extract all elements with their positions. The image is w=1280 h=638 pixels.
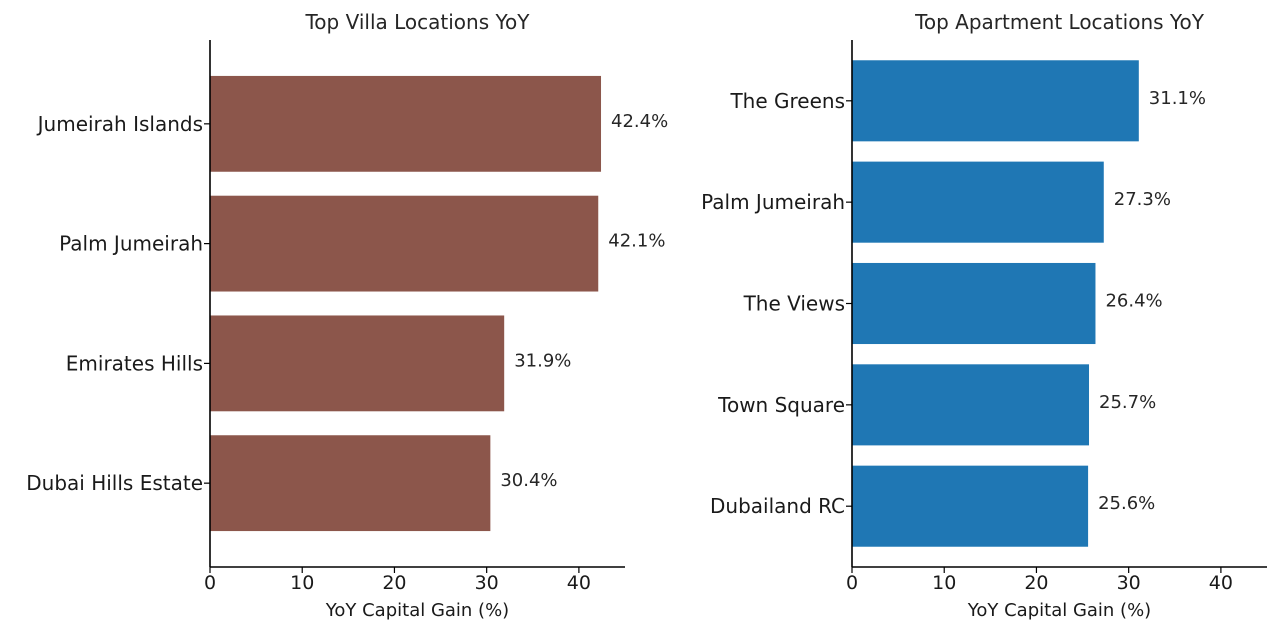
villa-chart-title: Top Villa Locations YoY — [304, 10, 530, 34]
villa-bar — [210, 435, 491, 532]
apartment-x-tick-label: 0 — [846, 572, 858, 594]
apartment-x-axis-label: YoY Capital Gain (%) — [967, 600, 1151, 621]
apartment-bar — [852, 60, 1139, 142]
villa-data-label: 30.4% — [500, 470, 557, 491]
apartment-data-label: 31.1% — [1149, 88, 1206, 109]
apartment-data-label: 25.7% — [1099, 392, 1156, 413]
villa-data-label: 42.1% — [608, 231, 665, 252]
apartment-x-tick-label: 40 — [1209, 572, 1233, 594]
apartment-bar — [852, 364, 1090, 446]
villa-x-tick-label: 30 — [475, 572, 499, 594]
villa-bar — [210, 315, 505, 412]
villa-bar — [210, 195, 599, 292]
apartment-x-tick-label: 30 — [1117, 572, 1141, 594]
villa-chart: Top Villa Locations YoY YoY Capital Gain… — [26, 10, 668, 621]
apartment-data-label: 26.4% — [1105, 291, 1162, 312]
villa-category-label: Jumeirah Islands — [36, 112, 203, 136]
apartment-data-label: 27.3% — [1114, 189, 1171, 210]
villa-data-label: 42.4% — [611, 111, 668, 132]
villa-x-tick-label: 40 — [567, 572, 591, 594]
villa-x-tick-label: 10 — [290, 572, 314, 594]
villa-category-label: Palm Jumeirah — [59, 232, 203, 256]
apartment-data-label: 25.6% — [1098, 493, 1155, 514]
villa-x-tick-label: 20 — [382, 572, 406, 594]
villa-category-label: Dubai Hills Estate — [26, 471, 203, 495]
apartment-x-tick-label: 20 — [1024, 572, 1048, 594]
apartment-chart: Top Apartment Locations YoY YoY Capital … — [701, 10, 1267, 621]
villa-bar — [210, 75, 602, 172]
apartment-category-label: Dubailand RC — [710, 494, 845, 518]
apartment-category-label: The Views — [743, 292, 845, 316]
villa-data-label: 31.9% — [514, 350, 571, 371]
apartment-x-tick-label: 10 — [932, 572, 956, 594]
apartment-bar — [852, 465, 1089, 547]
villa-x-tick-label: 0 — [204, 572, 216, 594]
apartment-category-label: Town Square — [717, 393, 845, 417]
apartment-category-label: The Greens — [729, 89, 845, 113]
villa-x-axis-label: YoY Capital Gain (%) — [325, 600, 509, 621]
apartment-bar — [852, 262, 1096, 345]
apartment-bar — [852, 161, 1104, 243]
apartment-category-label: Palm Jumeirah — [701, 190, 845, 214]
apartment-chart-title: Top Apartment Locations YoY — [914, 10, 1205, 34]
villa-category-label: Emirates Hills — [66, 351, 203, 375]
